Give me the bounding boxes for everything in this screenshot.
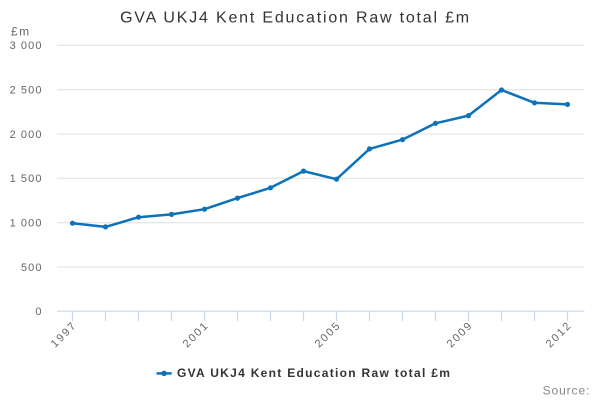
svg-text:1 000: 1 000: [10, 218, 43, 230]
svg-text:GVA UKJ4 Kent Education Raw to: GVA UKJ4 Kent Education Raw total £m: [177, 366, 451, 380]
svg-text:£m: £m: [11, 25, 31, 39]
svg-text:GVA UKJ4 Kent Education Raw to: GVA UKJ4 Kent Education Raw total £m: [120, 10, 471, 27]
svg-text:0: 0: [35, 306, 42, 318]
svg-text:3 000: 3 000: [10, 40, 43, 52]
svg-text:500: 500: [21, 262, 43, 274]
svg-text:Source:: Source:: [543, 384, 591, 398]
svg-text:1 500: 1 500: [10, 173, 43, 185]
svg-text:2 000: 2 000: [10, 129, 43, 141]
svg-text:2 500: 2 500: [10, 85, 43, 97]
